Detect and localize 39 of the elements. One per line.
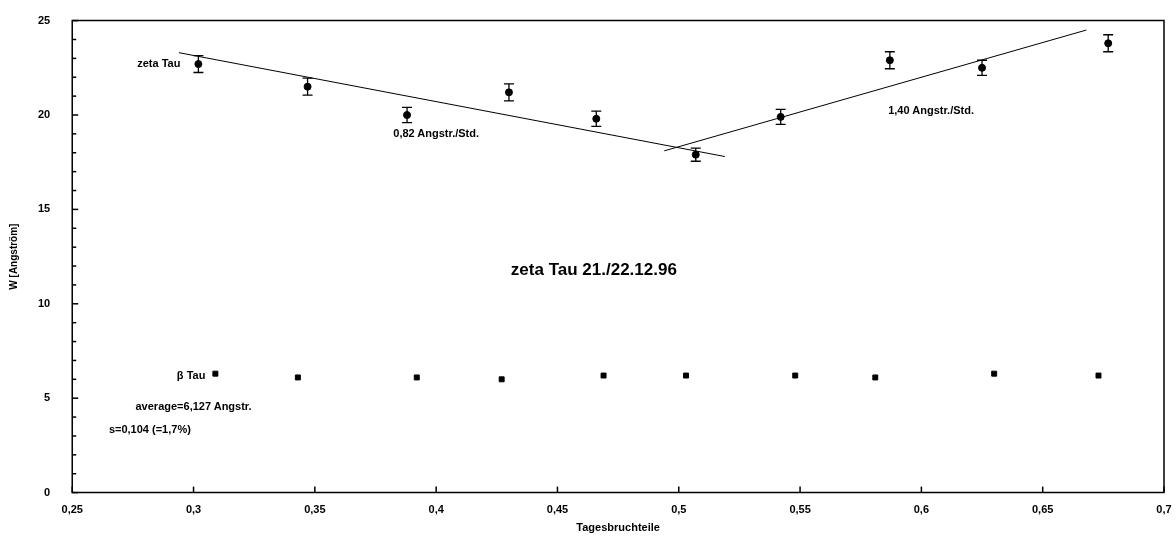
x-tick-label: 0,25 <box>61 503 83 516</box>
text: zeta Tau 21./22.12.96 <box>510 259 677 279</box>
x-tick-label: 0,7 <box>1156 503 1172 516</box>
x-tick-label: 0,4 <box>428 503 445 516</box>
x-tick-label: 0,55 <box>789 503 811 516</box>
y-tick-label: 5 <box>44 391 51 404</box>
annotation: average=6,127 Angstr. <box>135 399 252 412</box>
series-label: zeta Tau <box>137 57 181 70</box>
point <box>303 82 312 91</box>
point <box>991 370 998 377</box>
point <box>1095 372 1102 379</box>
annotation: s=0,104 (=1,7%) <box>108 423 192 436</box>
x-tick-label: 0,65 <box>1031 503 1054 516</box>
y-axis-title: W [Angström] <box>7 223 19 290</box>
annotation: 0,82 Angstr./Std. <box>393 126 480 139</box>
x-tick-label: 0,6 <box>913 503 930 516</box>
x-tick-label: 0,3 <box>185 503 202 516</box>
annotation: 1,40 Angstr./Std. <box>888 104 974 117</box>
y-tick-label: 20 <box>37 108 51 121</box>
point <box>872 374 879 381</box>
point <box>194 60 203 69</box>
x-tick-label: 0,35 <box>304 503 326 516</box>
point <box>792 372 799 379</box>
x-axis-title: Tagesbruchteile <box>576 521 660 534</box>
point <box>212 370 219 377</box>
point <box>600 372 607 379</box>
y-tick-label: 10 <box>37 296 51 309</box>
y-tick-label: 15 <box>37 202 51 215</box>
series-label: β Tau <box>176 368 206 381</box>
y-tick-label: 25 <box>37 13 51 26</box>
x-tick-label: 0,5 <box>671 503 687 516</box>
point <box>683 372 690 379</box>
y-tick-label: 0 <box>44 485 51 498</box>
point <box>413 374 420 381</box>
point <box>885 56 894 65</box>
point <box>1104 39 1113 48</box>
point <box>294 374 301 381</box>
x-tick-label: 0,45 <box>546 503 569 516</box>
point <box>498 376 505 383</box>
